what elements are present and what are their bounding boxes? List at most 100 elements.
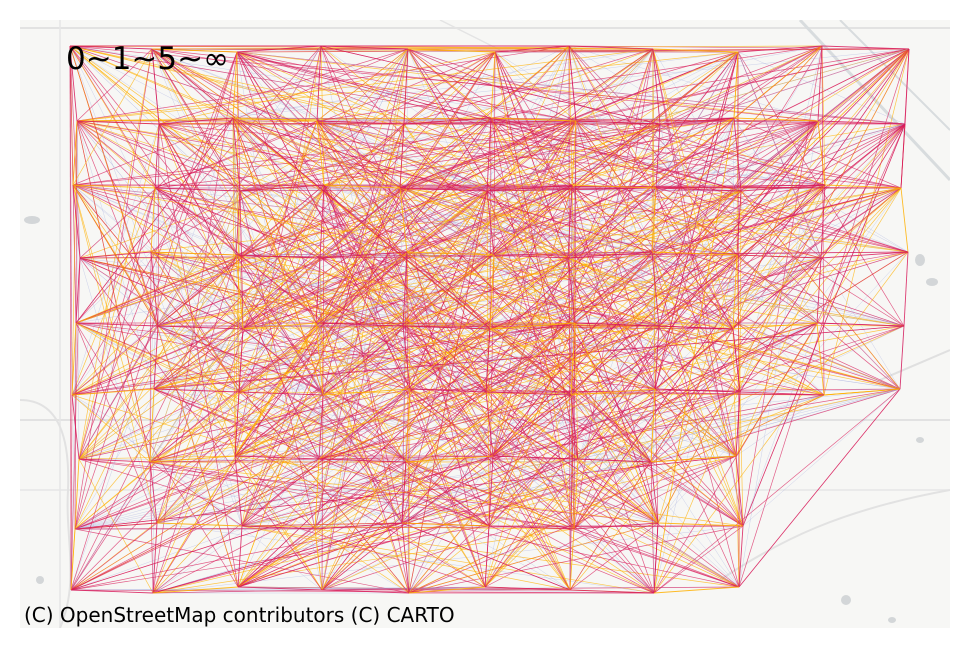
flow-line (74, 458, 80, 530)
flow-line (650, 461, 659, 524)
flow-line (408, 522, 659, 594)
basemap-road (439, 20, 501, 51)
flow-line (152, 51, 496, 594)
flow-line (75, 45, 322, 324)
flow-line (577, 458, 652, 463)
flow-line (69, 45, 234, 119)
flow-line (234, 391, 240, 457)
flow-line (76, 48, 654, 122)
flow-line (567, 251, 653, 259)
flow-line (321, 455, 737, 591)
flow-line (241, 525, 575, 530)
flow-line (314, 458, 320, 530)
flow-line (71, 117, 234, 396)
flow-line (321, 391, 741, 591)
flow-line (653, 525, 744, 594)
flow-line (232, 117, 241, 192)
flow-line (650, 455, 737, 463)
flow-line (323, 184, 652, 463)
flow-line (237, 187, 657, 588)
flow-line (69, 45, 72, 591)
flow-line (401, 117, 735, 524)
flow-line (575, 120, 734, 330)
flow-line (76, 120, 240, 393)
flow-line (486, 117, 492, 192)
flow-line (70, 322, 77, 591)
flow-line (567, 187, 657, 259)
flow-line (234, 322, 317, 457)
flow-line (658, 325, 744, 527)
flow-line (904, 48, 910, 125)
flow-line (401, 187, 902, 524)
flow-line (573, 528, 740, 588)
flow-line (69, 45, 241, 192)
flow-line (570, 394, 579, 460)
flow-line (568, 45, 657, 189)
flow-line (659, 117, 735, 125)
flow-line (489, 328, 737, 457)
flow-line (234, 45, 823, 457)
map-view[interactable]: 0~1~5~∞ (C) OpenStreetMap contributors (… (20, 20, 950, 628)
flow-line (651, 251, 660, 327)
flow-line (75, 254, 237, 324)
flow-line (153, 388, 240, 393)
flow-line (72, 184, 158, 524)
flow-line (75, 322, 486, 588)
flow-line (488, 254, 738, 527)
flow-line (70, 455, 494, 591)
flow-line (72, 184, 569, 259)
flow-line (484, 455, 737, 588)
flow-line (405, 388, 411, 463)
flow-line (74, 48, 153, 530)
flow-line (151, 48, 496, 53)
flow-line (490, 51, 496, 119)
flow-line (239, 190, 487, 393)
flow-line (70, 254, 738, 591)
flow-line (659, 123, 826, 186)
flow-line (69, 45, 902, 189)
flow-line (76, 120, 81, 259)
flow-line (316, 45, 322, 122)
flow-line (157, 123, 405, 327)
flow-line (242, 51, 496, 330)
basemap-water (916, 437, 924, 443)
flow-line (318, 45, 823, 460)
flow-line (652, 48, 739, 53)
flow-line (241, 391, 487, 527)
flow-line (74, 328, 244, 530)
flow-line (318, 394, 572, 460)
basemap-water (24, 216, 40, 224)
flow-line (72, 184, 316, 530)
flow-line (816, 322, 825, 396)
flow-line (653, 522, 659, 594)
flow-line (157, 254, 495, 327)
flow-line (399, 123, 405, 189)
flow-line (900, 123, 906, 189)
flow-line (241, 525, 316, 530)
flow-line (149, 461, 158, 524)
flow-line (399, 187, 652, 463)
flow-line (577, 322, 818, 460)
flow-line (71, 184, 325, 396)
flow-line (157, 325, 324, 396)
flow-line (408, 190, 488, 594)
flow-line (736, 254, 818, 324)
flow-line (401, 522, 571, 591)
flow-line (824, 184, 902, 189)
flow-line (72, 184, 156, 189)
flow-line (152, 522, 403, 594)
flow-line (150, 251, 740, 588)
flow-line (653, 322, 818, 594)
flow-line (78, 458, 659, 524)
flow-line (149, 455, 236, 463)
flow-line (732, 322, 818, 330)
flow-line (399, 187, 408, 253)
flow-line (149, 328, 734, 463)
flow-line (658, 123, 906, 327)
flow-line (72, 184, 159, 327)
flow-line (232, 117, 653, 253)
flow-line (236, 51, 411, 390)
flow-line (78, 117, 492, 460)
flow-line (149, 461, 316, 530)
flow-line (75, 322, 490, 527)
